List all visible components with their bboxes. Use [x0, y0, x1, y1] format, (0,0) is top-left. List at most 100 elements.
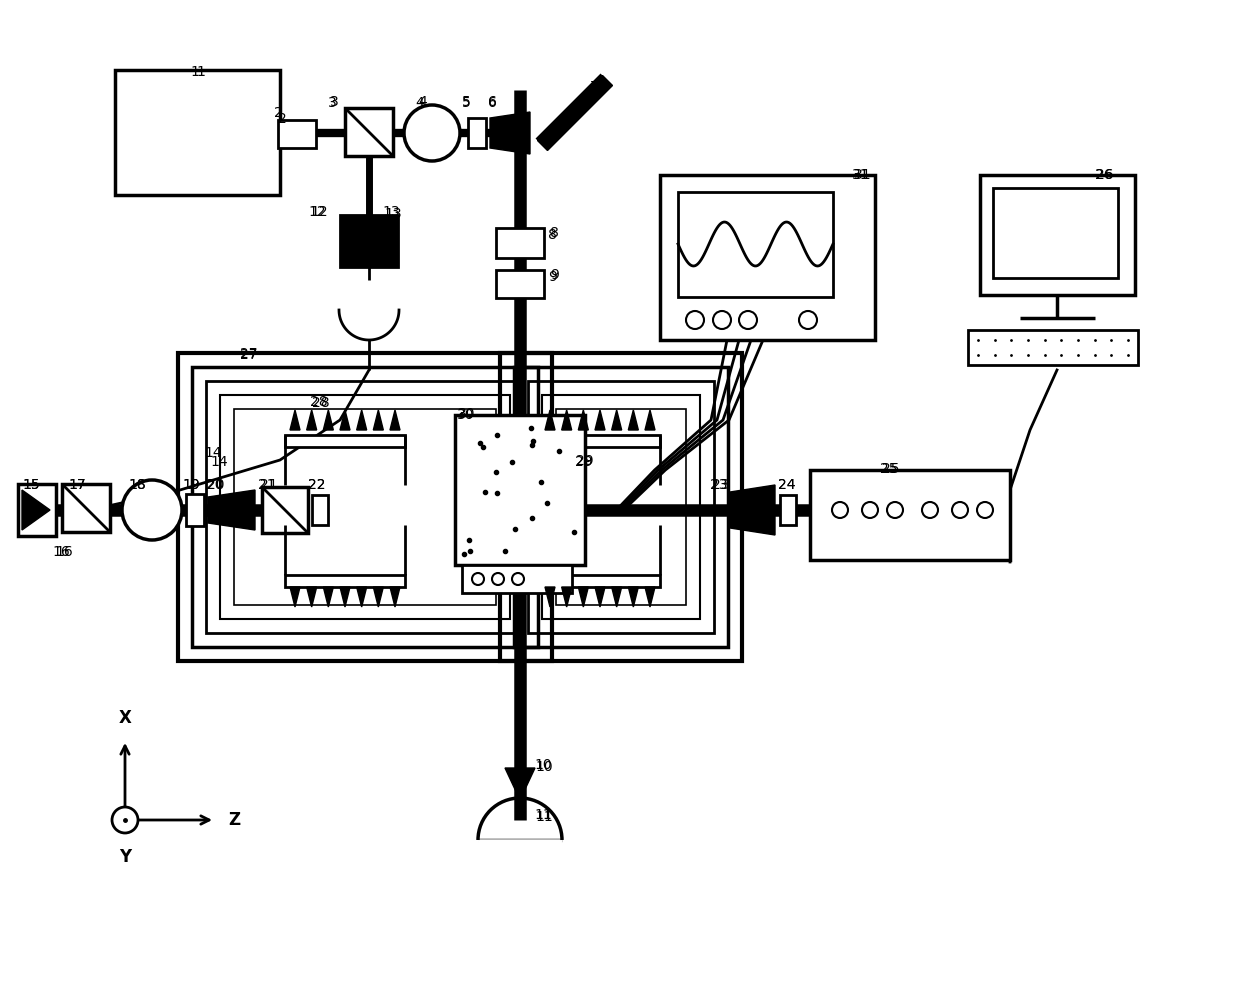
Bar	[19, 484, 56, 536]
Polygon shape	[730, 485, 775, 535]
Text: 22: 22	[308, 478, 325, 492]
Text: 18: 18	[128, 478, 146, 492]
Text: 10: 10	[534, 760, 553, 774]
Text: 6: 6	[489, 95, 497, 109]
Text: 28: 28	[312, 396, 330, 410]
Bar	[539, 575, 660, 587]
Text: X: X	[119, 709, 131, 727]
Circle shape	[112, 807, 138, 833]
Polygon shape	[22, 490, 50, 530]
Polygon shape	[578, 410, 588, 430]
Text: 1: 1	[190, 65, 198, 79]
Circle shape	[472, 573, 484, 585]
Text: 21: 21	[260, 478, 278, 492]
Bar	[993, 188, 1118, 278]
Polygon shape	[629, 410, 639, 430]
Text: 31: 31	[852, 168, 869, 182]
Polygon shape	[391, 410, 401, 430]
Polygon shape	[562, 410, 572, 430]
Polygon shape	[611, 587, 621, 607]
Bar	[500, 353, 742, 661]
Text: 21: 21	[258, 478, 275, 492]
Text: 3: 3	[329, 96, 337, 110]
Bar	[467, 118, 486, 148]
Text: 24: 24	[777, 478, 796, 492]
Bar	[206, 381, 525, 633]
Text: 14: 14	[205, 446, 222, 460]
Bar	[278, 120, 316, 148]
Text: 25: 25	[882, 462, 899, 476]
Text: 11: 11	[534, 810, 553, 824]
Text: 8: 8	[548, 228, 557, 242]
Polygon shape	[340, 587, 350, 607]
Polygon shape	[340, 410, 350, 430]
Polygon shape	[490, 112, 529, 154]
Text: 8: 8	[551, 226, 559, 240]
Polygon shape	[306, 410, 316, 430]
Text: 7: 7	[596, 80, 605, 94]
Bar	[285, 435, 405, 447]
Bar	[262, 487, 308, 533]
Polygon shape	[373, 587, 383, 607]
Circle shape	[492, 573, 503, 585]
Bar	[496, 228, 544, 258]
Circle shape	[404, 105, 460, 161]
Bar	[115, 70, 280, 195]
Text: 24: 24	[777, 478, 796, 492]
Bar	[528, 381, 714, 633]
Circle shape	[799, 311, 817, 329]
Text: 30: 30	[458, 408, 475, 422]
Text: 17: 17	[68, 478, 86, 492]
Text: 23: 23	[712, 478, 729, 492]
Bar	[539, 435, 660, 447]
Text: 9: 9	[548, 270, 557, 284]
Polygon shape	[208, 490, 255, 530]
Bar	[345, 108, 393, 156]
Text: 10: 10	[534, 758, 552, 772]
Bar	[556, 409, 686, 605]
Bar	[234, 409, 496, 605]
Text: 26: 26	[1095, 168, 1112, 182]
Text: 19: 19	[182, 478, 200, 492]
Text: 13: 13	[382, 205, 399, 219]
Text: 13: 13	[384, 207, 402, 221]
Bar	[340, 215, 398, 267]
Circle shape	[977, 502, 993, 518]
Text: 9: 9	[551, 268, 559, 282]
Circle shape	[923, 502, 937, 518]
Text: 27: 27	[241, 347, 258, 361]
Bar	[62, 484, 110, 532]
Bar	[312, 495, 329, 525]
Polygon shape	[629, 587, 639, 607]
Bar	[455, 415, 585, 565]
Bar	[968, 330, 1138, 365]
Text: 5: 5	[463, 96, 471, 110]
Text: 23: 23	[711, 478, 728, 492]
Bar	[780, 495, 796, 525]
Circle shape	[832, 502, 848, 518]
Circle shape	[952, 502, 968, 518]
Polygon shape	[537, 76, 613, 151]
Text: 3: 3	[330, 95, 339, 109]
Polygon shape	[645, 410, 655, 430]
Text: 11: 11	[534, 808, 552, 822]
Polygon shape	[357, 587, 367, 607]
Text: 31: 31	[854, 168, 872, 182]
Text: 12: 12	[310, 205, 327, 219]
Text: 17: 17	[68, 478, 86, 492]
Bar	[980, 175, 1135, 295]
Polygon shape	[562, 587, 572, 607]
Polygon shape	[595, 587, 605, 607]
Bar	[810, 470, 1011, 560]
Text: 18: 18	[128, 478, 146, 492]
Polygon shape	[290, 410, 300, 430]
Text: 29: 29	[577, 454, 594, 468]
Text: 2: 2	[274, 106, 283, 120]
Text: 29: 29	[575, 455, 593, 469]
Bar	[496, 270, 544, 298]
Polygon shape	[324, 410, 334, 430]
Text: 6: 6	[489, 96, 497, 110]
Polygon shape	[477, 840, 562, 882]
Bar	[660, 175, 875, 340]
Text: 25: 25	[880, 462, 898, 476]
